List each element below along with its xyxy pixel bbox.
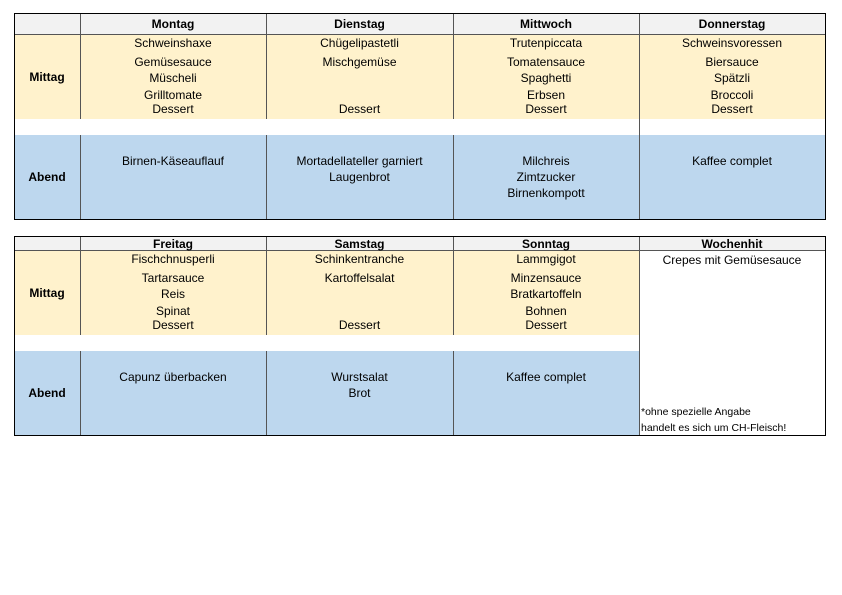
column-line (639, 13, 640, 35)
column-line (80, 236, 81, 251)
day-header: Wochenhit (701, 236, 763, 251)
dessert: Dessert (152, 318, 194, 332)
column-line (639, 135, 640, 219)
dessert: Dessert (338, 102, 381, 116)
column-line (453, 13, 454, 35)
dish: Birnen-Käseauflauf (121, 154, 225, 168)
column-line (266, 135, 267, 219)
column-line (639, 251, 640, 335)
column-line (80, 251, 81, 335)
lunch-band (14, 251, 639, 335)
dish: Tomatensauce (506, 55, 586, 69)
dish: Mischgemüse (322, 55, 397, 69)
dessert: Dessert (152, 102, 194, 116)
dish: Brot (348, 386, 371, 400)
dish: Bratkartoffeln (510, 287, 582, 301)
column-line (80, 13, 81, 35)
dish: Kartoffelsalat (324, 271, 395, 285)
dish: Bohnen (525, 304, 567, 318)
column-line (453, 251, 454, 335)
dish: Reis (160, 287, 185, 301)
footnote: *ohne spezielle Angabe (641, 406, 751, 418)
dessert: Dessert (525, 102, 567, 116)
dish: Erbsen (526, 88, 566, 102)
dish: Broccoli (710, 88, 754, 102)
dish: Fischchnusperli (131, 252, 215, 266)
table-border (14, 236, 826, 436)
column-line (80, 135, 81, 219)
dish: Biersauce (705, 55, 759, 69)
column-line (266, 351, 267, 435)
weekly-hit: Crepes mit Gemüsesauce (662, 253, 802, 267)
day-header: Sonntag (522, 236, 570, 251)
column-line (639, 35, 640, 119)
column-line (266, 35, 267, 119)
column-line (453, 351, 454, 435)
dish: Tartarsauce (141, 271, 205, 285)
column-line (639, 236, 640, 251)
dish: Laugenbrot (329, 170, 390, 184)
column-line (80, 35, 81, 119)
header-row (14, 13, 825, 35)
dish: Grilltomate (143, 88, 202, 102)
meal-label: Abend (28, 170, 66, 184)
dish: Trutenpiccata (509, 36, 583, 50)
dish: Wurstsalat (331, 370, 388, 384)
column-line (453, 236, 454, 251)
column-line (453, 135, 454, 219)
dish: Milchreis (522, 154, 570, 168)
column-line (453, 35, 454, 119)
column-line (266, 236, 267, 251)
day-header: Donnerstag (698, 17, 766, 31)
dish: Mortadellateller garniert (296, 154, 423, 168)
dish: Kaffee complet (692, 154, 772, 168)
column-line (639, 351, 640, 435)
footnote: handelt es sich um CH-Fleisch! (641, 422, 787, 434)
lunch-band (14, 35, 825, 119)
dish: Spinat (155, 304, 191, 318)
dessert: Dessert (525, 318, 567, 332)
dish: Spaghetti (520, 71, 572, 85)
dish: Schinkentranche (314, 252, 405, 266)
dessert: Dessert (711, 102, 753, 116)
meal-label: Mittag (29, 286, 65, 300)
column-line (639, 335, 640, 351)
day-header: Montag (151, 17, 195, 31)
dish: Lammgigot (516, 252, 576, 266)
column-line (639, 119, 640, 135)
meal-label: Mittag (29, 70, 65, 84)
dish: Chügelipastetli (320, 36, 399, 50)
dish: Capunz überbacken (119, 370, 227, 384)
dish: Gemüsesauce (134, 55, 212, 69)
dish: Schweinshaxe (134, 36, 212, 50)
meal-label: Abend (28, 386, 66, 400)
dessert: Dessert (338, 318, 381, 332)
dish: Zimtzucker (516, 170, 576, 184)
dish: Kaffee complet (506, 370, 586, 384)
header-row (14, 236, 825, 251)
column-line (80, 351, 81, 435)
day-header: Samstag (334, 236, 385, 251)
column-line (266, 13, 267, 35)
day-header: Dienstag (334, 17, 385, 31)
column-line (266, 251, 267, 335)
day-header: Freitag (152, 236, 193, 251)
dish: Müscheli (149, 71, 197, 85)
dish: Minzensauce (510, 271, 582, 285)
dish: Schweinsvoressen (681, 36, 783, 50)
dinner-band (14, 135, 825, 219)
dish: Spätzli (713, 71, 751, 85)
table-border (14, 13, 826, 220)
dinner-band (14, 351, 639, 435)
day-header: Mittwoch (520, 17, 572, 31)
dish: Birnenkompott (507, 186, 585, 200)
